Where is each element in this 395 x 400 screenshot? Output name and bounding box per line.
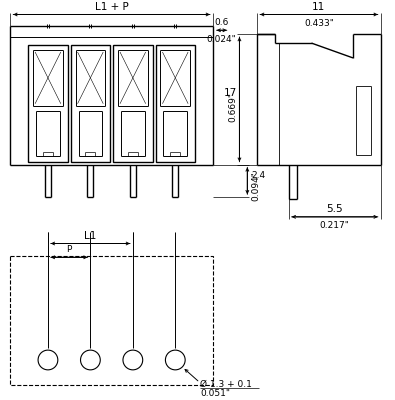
- Text: Ø 1.3 + 0.1: Ø 1.3 + 0.1: [200, 380, 252, 389]
- Circle shape: [81, 350, 100, 370]
- Circle shape: [38, 350, 58, 370]
- Bar: [10, 256, 213, 385]
- Circle shape: [166, 350, 185, 370]
- Bar: [28, 45, 68, 162]
- Text: 5.5: 5.5: [326, 204, 343, 214]
- Text: L1: L1: [84, 230, 97, 240]
- Circle shape: [123, 350, 143, 370]
- Bar: [113, 45, 152, 162]
- Text: 0.051": 0.051": [200, 389, 230, 398]
- Text: 0.433": 0.433": [304, 20, 334, 28]
- Text: 0.094": 0.094": [251, 171, 260, 201]
- Bar: [156, 45, 195, 162]
- Text: P: P: [66, 245, 72, 254]
- Text: 0.217": 0.217": [320, 221, 350, 230]
- Bar: [71, 45, 110, 162]
- Text: 2.4: 2.4: [251, 171, 265, 180]
- Text: 0.6: 0.6: [214, 18, 229, 27]
- Text: L1 + P: L1 + P: [95, 2, 128, 12]
- Text: 11: 11: [312, 2, 325, 12]
- Text: 0.024": 0.024": [207, 35, 237, 44]
- Text: 17: 17: [224, 88, 237, 98]
- Text: 0.669": 0.669": [228, 92, 237, 122]
